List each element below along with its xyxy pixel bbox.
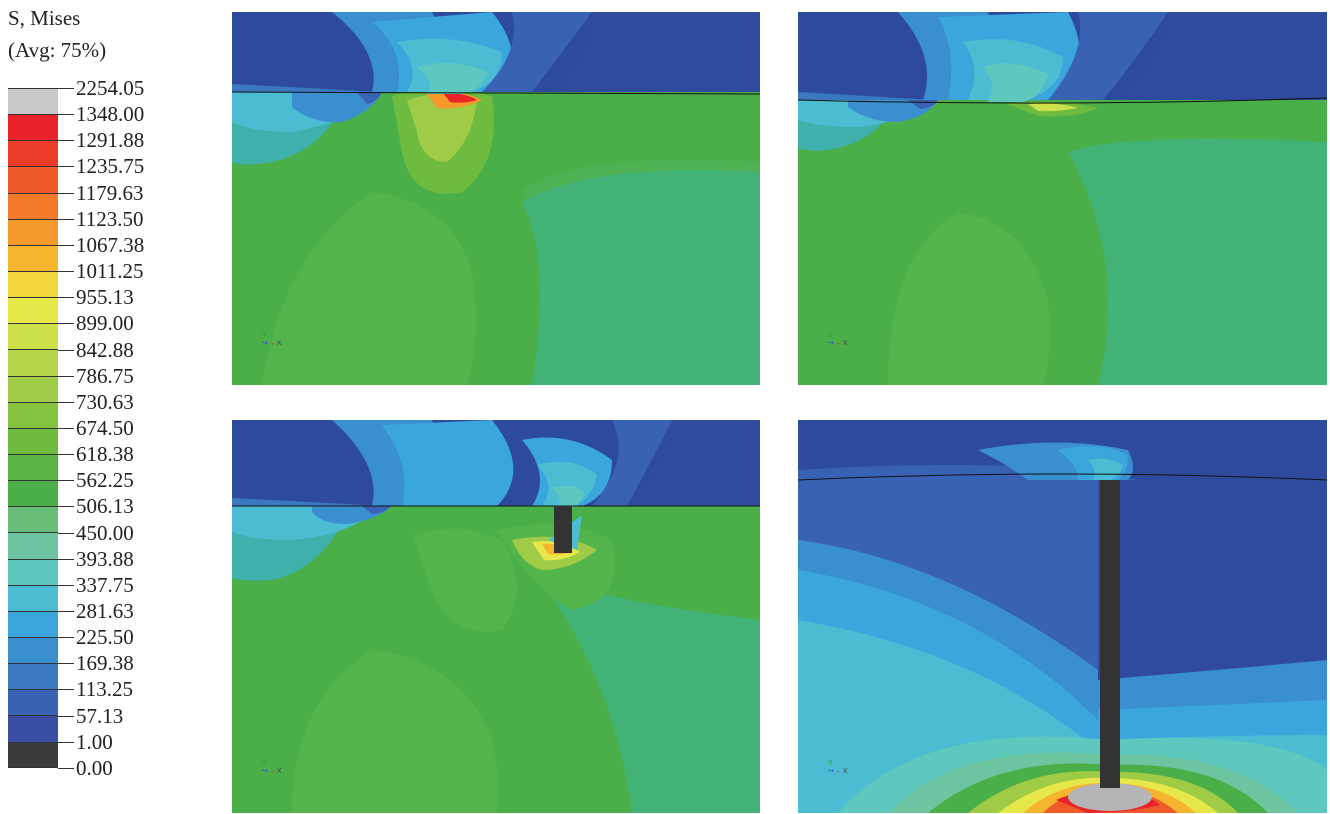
legend-level-label: 786.75 — [76, 363, 134, 388]
legend-swatch — [8, 192, 58, 219]
legend-tick — [58, 584, 74, 586]
legend-level-label: 899.00 — [76, 311, 134, 336]
contour-legend: S, Mises (Avg: 75%) 2254.05 1348.00 1291.8… — [0, 0, 220, 814]
legend-level-label: 393.88 — [76, 546, 134, 571]
legend-swatch — [8, 741, 58, 768]
contour-plot-top-left: Y ↪→ X — [232, 12, 760, 385]
legend-swatch — [8, 140, 58, 167]
legend-swatch — [8, 689, 58, 716]
legend-swatch — [8, 427, 58, 454]
legend-swatch — [8, 636, 58, 664]
contour-plot-top-right: Y ↪→ X — [798, 12, 1327, 385]
legend-level-label: 1.00 — [76, 729, 113, 754]
legend-swatch — [8, 323, 58, 350]
legend-tick — [58, 271, 74, 273]
legend-tick — [58, 297, 74, 299]
legend-level-label: 225.50 — [76, 625, 134, 650]
legend-tick — [58, 741, 74, 743]
legend-subtitle: (Avg: 75%) — [8, 38, 107, 62]
legend-tick — [58, 427, 74, 429]
legend-swatch — [8, 506, 58, 533]
legend-tick — [58, 140, 74, 142]
legend-tick — [58, 506, 74, 508]
legend-swatch — [8, 532, 58, 559]
legend-level-label: 450.00 — [76, 520, 134, 545]
legend-swatch — [8, 88, 58, 115]
legend-swatch — [8, 114, 58, 141]
legend-tick — [58, 244, 74, 246]
legend-level-label: 1235.75 — [76, 154, 145, 179]
legend-color-bar — [8, 88, 58, 768]
legend-level-label: 842.88 — [76, 337, 134, 362]
legend-swatch — [8, 401, 58, 428]
legend-swatch — [8, 244, 58, 271]
axis-triad: Y ↪→ X — [262, 760, 282, 775]
legend-level-label: 1291.88 — [76, 128, 145, 153]
legend-tick — [58, 114, 74, 116]
legend-level-label: 1011.25 — [76, 259, 144, 284]
legend-swatch — [8, 453, 58, 481]
legend-level-label: 57.13 — [76, 703, 124, 728]
legend-level-label: 955.13 — [76, 285, 134, 310]
legend-level-label: 281.63 — [76, 599, 134, 623]
legend-swatch — [8, 218, 58, 245]
legend-level-label: 1348.00 — [76, 102, 145, 127]
legend-level-label: 2254.05 — [76, 76, 145, 100]
legend-tick — [58, 401, 74, 403]
legend-swatch — [8, 480, 58, 507]
legend-level-label: 337.75 — [76, 572, 134, 597]
legend-level-label: 1067.38 — [76, 232, 145, 257]
legend-tick — [58, 166, 74, 168]
legend-tick — [58, 663, 74, 665]
legend-level-label: 113.25 — [76, 677, 133, 702]
axis-triad: Y ↪→ X — [262, 332, 282, 347]
contour-plot-bottom-right: Y ↪→ X — [798, 420, 1327, 813]
legend-level-label: 730.63 — [76, 389, 134, 414]
legend-tick — [58, 767, 74, 769]
legend-tick — [58, 480, 74, 482]
legend-tick — [58, 323, 74, 325]
legend-swatch — [8, 375, 58, 402]
legend-level-label: 1179.63 — [76, 180, 144, 205]
legend-tick — [58, 349, 74, 351]
legend-tick — [58, 375, 74, 377]
legend-level-label: 674.50 — [76, 415, 134, 440]
legend-title: S, Mises — [8, 6, 81, 30]
legend-tick — [58, 88, 74, 89]
legend-level-label: 562.25 — [76, 468, 134, 493]
legend-tick — [58, 218, 74, 220]
legend-tick — [58, 611, 74, 612]
legend-swatch — [8, 297, 58, 324]
legend-tick — [58, 715, 74, 717]
legend-swatch — [8, 558, 58, 585]
legend-swatch — [8, 584, 58, 611]
legend-swatch — [8, 270, 58, 298]
legend-swatch — [8, 610, 58, 637]
legend-tick — [58, 689, 74, 691]
legend-tick — [58, 454, 74, 456]
legend-tick — [58, 637, 74, 639]
legend-level-label: 0.00 — [76, 755, 113, 780]
legend-level-label: 618.38 — [76, 442, 134, 467]
legend-swatch — [8, 715, 58, 742]
legend-tick — [58, 532, 74, 534]
legend-level-label: 506.13 — [76, 494, 134, 519]
legend-level-label: 169.38 — [76, 651, 134, 676]
legend-swatch — [8, 663, 58, 690]
legend-swatch — [8, 166, 58, 193]
legend-tick — [58, 558, 74, 560]
contour-plot-bottom-left: Y ↪→ X — [232, 420, 760, 813]
axis-triad: Y ↪→ X — [828, 760, 848, 775]
axis-triad: Y ↪→ X — [828, 332, 848, 347]
legend-tick — [58, 192, 74, 194]
legend-swatch — [8, 349, 58, 376]
legend-level-label: 1123.50 — [76, 206, 144, 231]
